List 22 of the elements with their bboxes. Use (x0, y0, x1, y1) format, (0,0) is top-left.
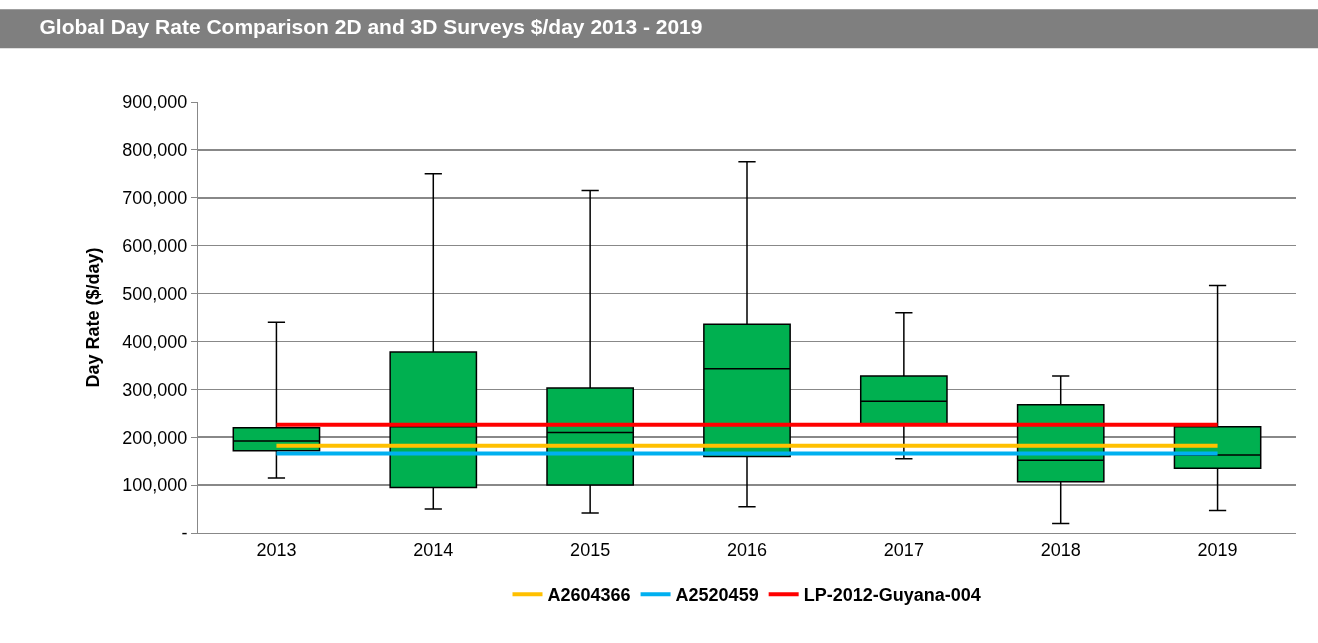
y-tick-label: 500,000 (122, 283, 188, 304)
y-tick-label: 600,000 (122, 235, 188, 256)
legend-label: A2520459 (675, 585, 759, 606)
y-tick-label: 400,000 (122, 331, 188, 352)
x-tick-label: 2018 (1040, 539, 1081, 560)
x-tick-label: 2014 (413, 539, 454, 560)
x-tick-label: 2013 (256, 539, 297, 560)
x-tick-label: 2016 (726, 539, 768, 560)
y-tick-label: 300,000 (122, 379, 188, 400)
y-tick-label: 100,000 (122, 475, 188, 496)
y-tick-label: 900,000 (122, 92, 188, 113)
y-tick-label: - (181, 523, 188, 544)
legend-label: A2604366 (547, 585, 631, 606)
x-tick-label: 2019 (1197, 539, 1238, 560)
y-tick-label: 800,000 (122, 140, 188, 161)
x-tick-label: 2017 (883, 539, 924, 560)
y-axis-title: Day Rate ($/day) (82, 247, 103, 388)
legend-label: LP-2012-Guyana-004 (803, 585, 981, 606)
y-tick-label: 700,000 (122, 188, 188, 209)
chart-title: Global Day Rate Comparison 2D and 3D Surveys $/day 2013 - 2019 (39, 15, 703, 39)
y-tick-label: 200,000 (122, 427, 188, 448)
x-tick-label: 2015 (570, 539, 611, 560)
